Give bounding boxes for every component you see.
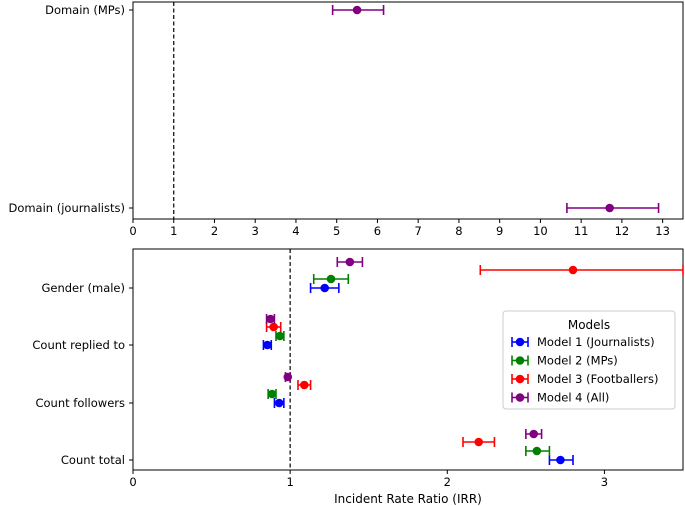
- x-tick-label: 7: [415, 224, 422, 238]
- series-0: [331, 5, 660, 213]
- x-tick-label: 10: [533, 224, 548, 238]
- x-axis-label: Incident Rate Ratio (IRR): [334, 492, 482, 506]
- point-count-total: [529, 429, 539, 439]
- plot-frame: [132, 1, 684, 220]
- y-tick-label-count-total: Count total: [61, 453, 125, 467]
- legend-swatch-marker: [515, 356, 525, 365]
- point-domain-mps: [352, 5, 362, 15]
- legend-label: Model 3 (Footballers): [537, 372, 658, 386]
- point-count-replied-to: [266, 314, 275, 324]
- bottom-panel: 0 1 2 3 Gender (male) Count replied to Count f…: [32, 248, 684, 506]
- y-tick-label-count-followers: Count followers: [35, 396, 125, 410]
- legend-item-model-2-mps: Model 2 (MPs): [511, 354, 618, 368]
- legend-label: Model 4 (All): [537, 391, 609, 405]
- y-tick-label-gender-male: Gender (male): [41, 281, 125, 295]
- point-gender-male: [326, 274, 336, 284]
- series-model-1-journalists: [262, 283, 574, 465]
- legend-box: [502, 310, 676, 410]
- point-domain-journalists: [605, 203, 614, 213]
- legend-items: Model 1 (Journalists) Model 2 (MPs) Model …: [511, 335, 658, 405]
- legend-swatch-marker: [515, 337, 525, 347]
- x-tick-label: 1: [286, 475, 293, 489]
- x-tick-label: 11: [574, 224, 589, 238]
- point-count-total: [532, 446, 542, 456]
- y-tick-label-count-replied-to: Count replied to: [32, 338, 125, 352]
- legend-label: Model 1 (Journalists): [537, 335, 655, 349]
- point-gender-male: [345, 257, 355, 267]
- legend-item-model-3-footballers: Model 3 (Footballers): [511, 372, 658, 386]
- legend-swatch-marker: [515, 374, 525, 384]
- x-tick-label: 9: [496, 224, 503, 238]
- x-tick-label: 2: [444, 475, 451, 489]
- point-count-replied-to: [263, 340, 272, 350]
- x-tick-label: 3: [252, 224, 259, 238]
- y-tick-label-domain-journalists: Domain (journalists): [8, 201, 125, 215]
- point-count-followers: [283, 372, 293, 382]
- y-tick-label-domain-mps: Domain (MPs): [45, 3, 125, 17]
- x-tick-label: 8: [455, 224, 462, 238]
- point-count-replied-to: [275, 331, 285, 341]
- plot-frame: [132, 248, 684, 471]
- series-model-2-mps: [267, 274, 551, 456]
- series-model-4-all: [265, 257, 543, 439]
- series-model-3-footballers: [265, 265, 684, 447]
- legend-item-model-1-journalists: Model 1 (Journalists): [511, 335, 655, 349]
- x-tick-label: 3: [601, 475, 608, 489]
- point-count-followers: [299, 380, 309, 390]
- legend-title: Models: [568, 318, 610, 332]
- legend-swatch-marker: [515, 393, 525, 402]
- point-count-followers: [274, 398, 284, 408]
- x-tick-label: 6: [374, 224, 381, 238]
- x-tick-label: 0: [129, 475, 136, 489]
- x-tick-label: 12: [615, 224, 630, 238]
- point-count-followers: [267, 389, 277, 399]
- legend-item-model-4-all: Model 4 (All): [511, 391, 609, 405]
- legend-label: Model 2 (MPs): [537, 354, 618, 368]
- x-tick-label: 0: [129, 224, 136, 238]
- x-tick-label: 5: [333, 224, 340, 238]
- x-tick-label: 13: [655, 224, 670, 238]
- x-tick-label: 1: [170, 224, 177, 238]
- x-tick-label: 4: [292, 224, 299, 238]
- point-count-replied-to: [269, 322, 278, 332]
- point-count-total: [474, 437, 484, 447]
- point-count-total: [556, 455, 565, 465]
- legend: Models Model 1 (Journalists) Model 2 (MPs…: [502, 310, 676, 410]
- point-gender-male: [320, 283, 330, 293]
- x-tick-label: 2: [211, 224, 218, 238]
- point-gender-male: [568, 265, 578, 275]
